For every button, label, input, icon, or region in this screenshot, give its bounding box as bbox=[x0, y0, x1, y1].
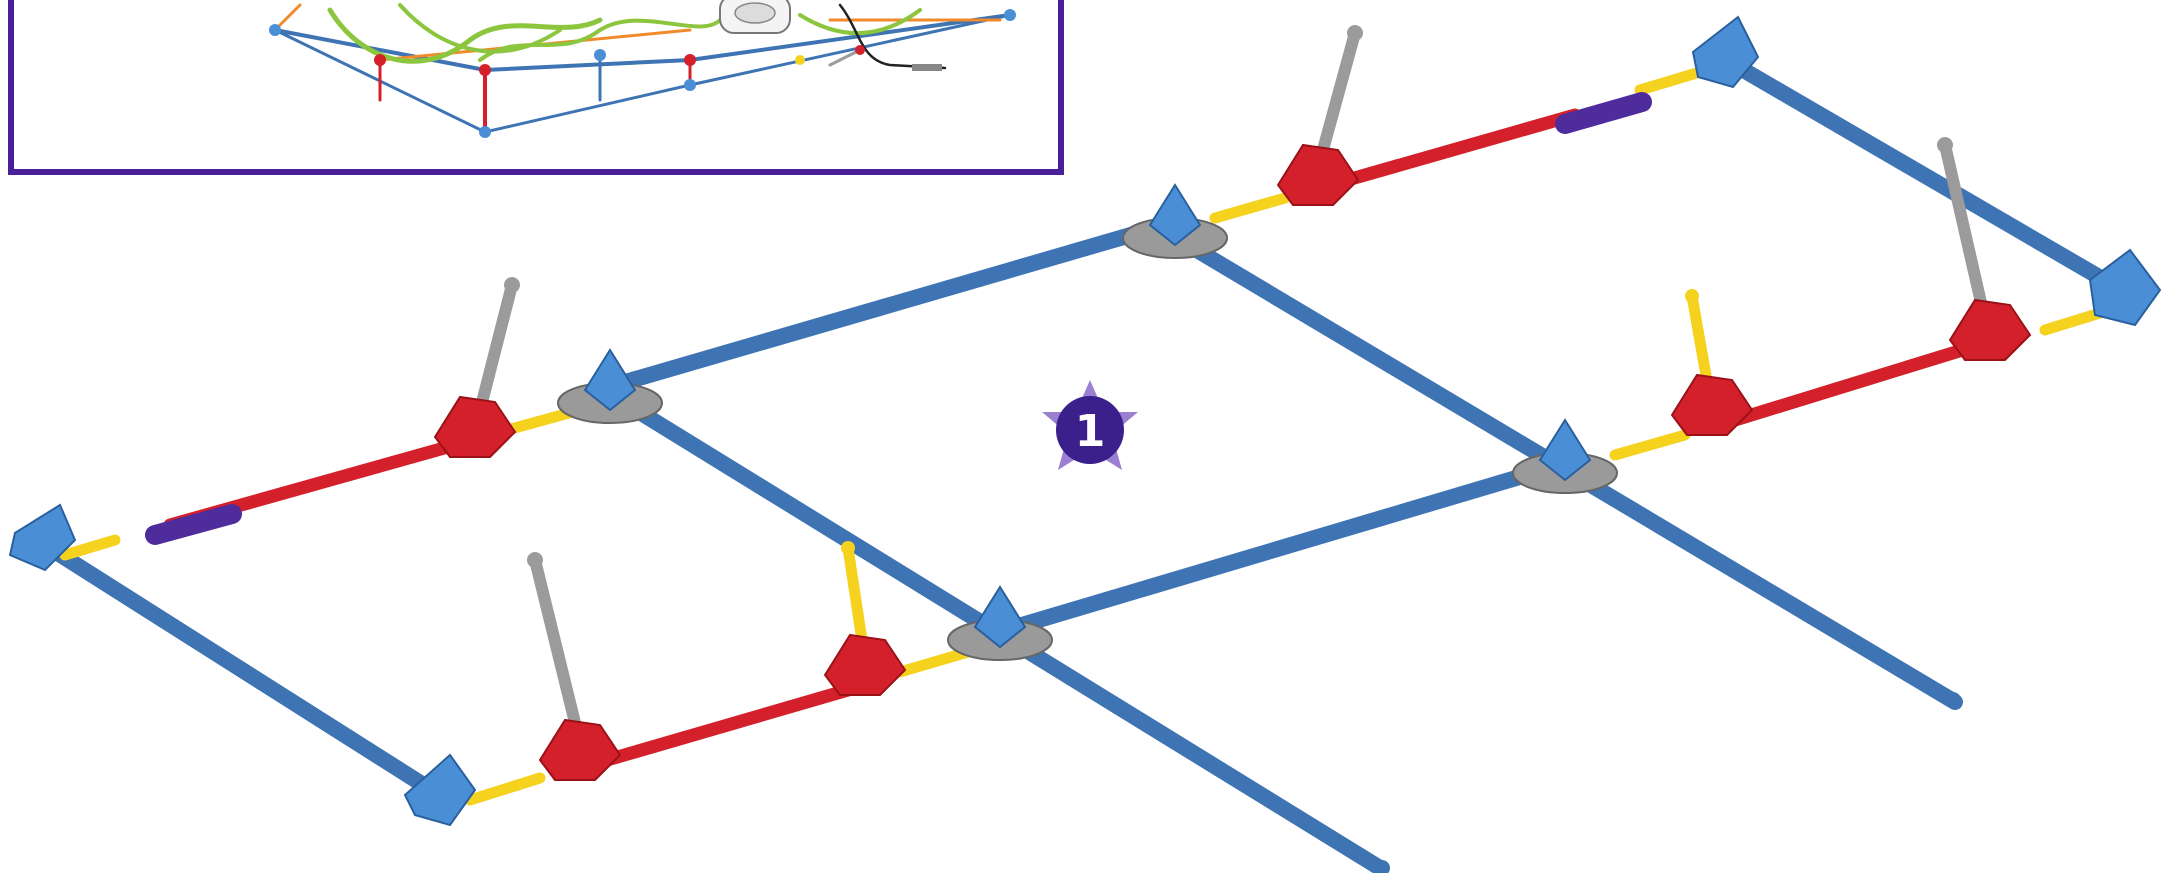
gray-rod-4 bbox=[1939, 139, 1991, 326]
yellow-rod-3 bbox=[464, 772, 546, 806]
gray-rod-cap-1 bbox=[504, 277, 520, 293]
red-connector-6 bbox=[1948, 298, 2032, 361]
yellow-rod-5 bbox=[1209, 192, 1291, 224]
connectors bbox=[8, 15, 2162, 873]
red-rod-left-front bbox=[583, 681, 862, 772]
red-connector-4 bbox=[1276, 143, 1360, 206]
gray-rod-cap-4 bbox=[1937, 137, 1953, 153]
blue-connector-back-end bbox=[1691, 15, 1760, 89]
completed-model-thumbnail-icon bbox=[269, 0, 1016, 138]
yellow-rod-1 bbox=[59, 534, 121, 561]
blue-rod-middle bbox=[997, 457, 1568, 638]
junction-connector-3 bbox=[947, 585, 1053, 661]
red-rod-right-back bbox=[1323, 108, 1582, 192]
yellow-rod-7 bbox=[1634, 66, 1706, 96]
blue-connector-left-end bbox=[8, 503, 77, 572]
step-number: 1 bbox=[1075, 406, 1106, 457]
junction-connector-4 bbox=[1512, 418, 1618, 494]
yellow-rod-cap-2 bbox=[1685, 289, 1699, 303]
blue-rod-diagonal-back bbox=[1732, 60, 2138, 303]
step-badge: 1 bbox=[1042, 380, 1138, 470]
gray-rod-cap-3 bbox=[1347, 25, 1363, 41]
junction-connector-1 bbox=[557, 348, 663, 424]
gray-rod-cap-2 bbox=[527, 552, 543, 568]
red-connector-2 bbox=[538, 718, 622, 781]
gray-rod-2 bbox=[529, 554, 584, 741]
red-connector-1 bbox=[433, 395, 517, 458]
step-circle bbox=[1056, 396, 1124, 464]
gray-rod-3 bbox=[1312, 27, 1361, 174]
rod-end-cap-2 bbox=[1945, 692, 1961, 708]
yellow-rod-cap-1 bbox=[841, 541, 855, 555]
junction-connector-2 bbox=[1122, 183, 1228, 259]
yellow-rod-8 bbox=[2039, 307, 2106, 336]
blue-connector-right-end bbox=[2088, 248, 2162, 327]
blue-connector-front-end bbox=[403, 753, 477, 827]
rod-end-cap-1 bbox=[1374, 860, 1390, 873]
yellow-rod-6 bbox=[1609, 429, 1691, 461]
inset-thumbnail bbox=[8, 0, 1064, 175]
blue-rod-back-top bbox=[607, 217, 1173, 393]
red-rod-right-front bbox=[1728, 333, 2002, 427]
blue-rod-left-end bbox=[37, 537, 463, 813]
purple-connector-left bbox=[145, 504, 242, 545]
gray-rod-1 bbox=[472, 279, 518, 424]
red-connector-5 bbox=[1670, 373, 1754, 436]
purple-connector-right bbox=[1555, 92, 1652, 134]
red-connector-3 bbox=[823, 633, 907, 696]
